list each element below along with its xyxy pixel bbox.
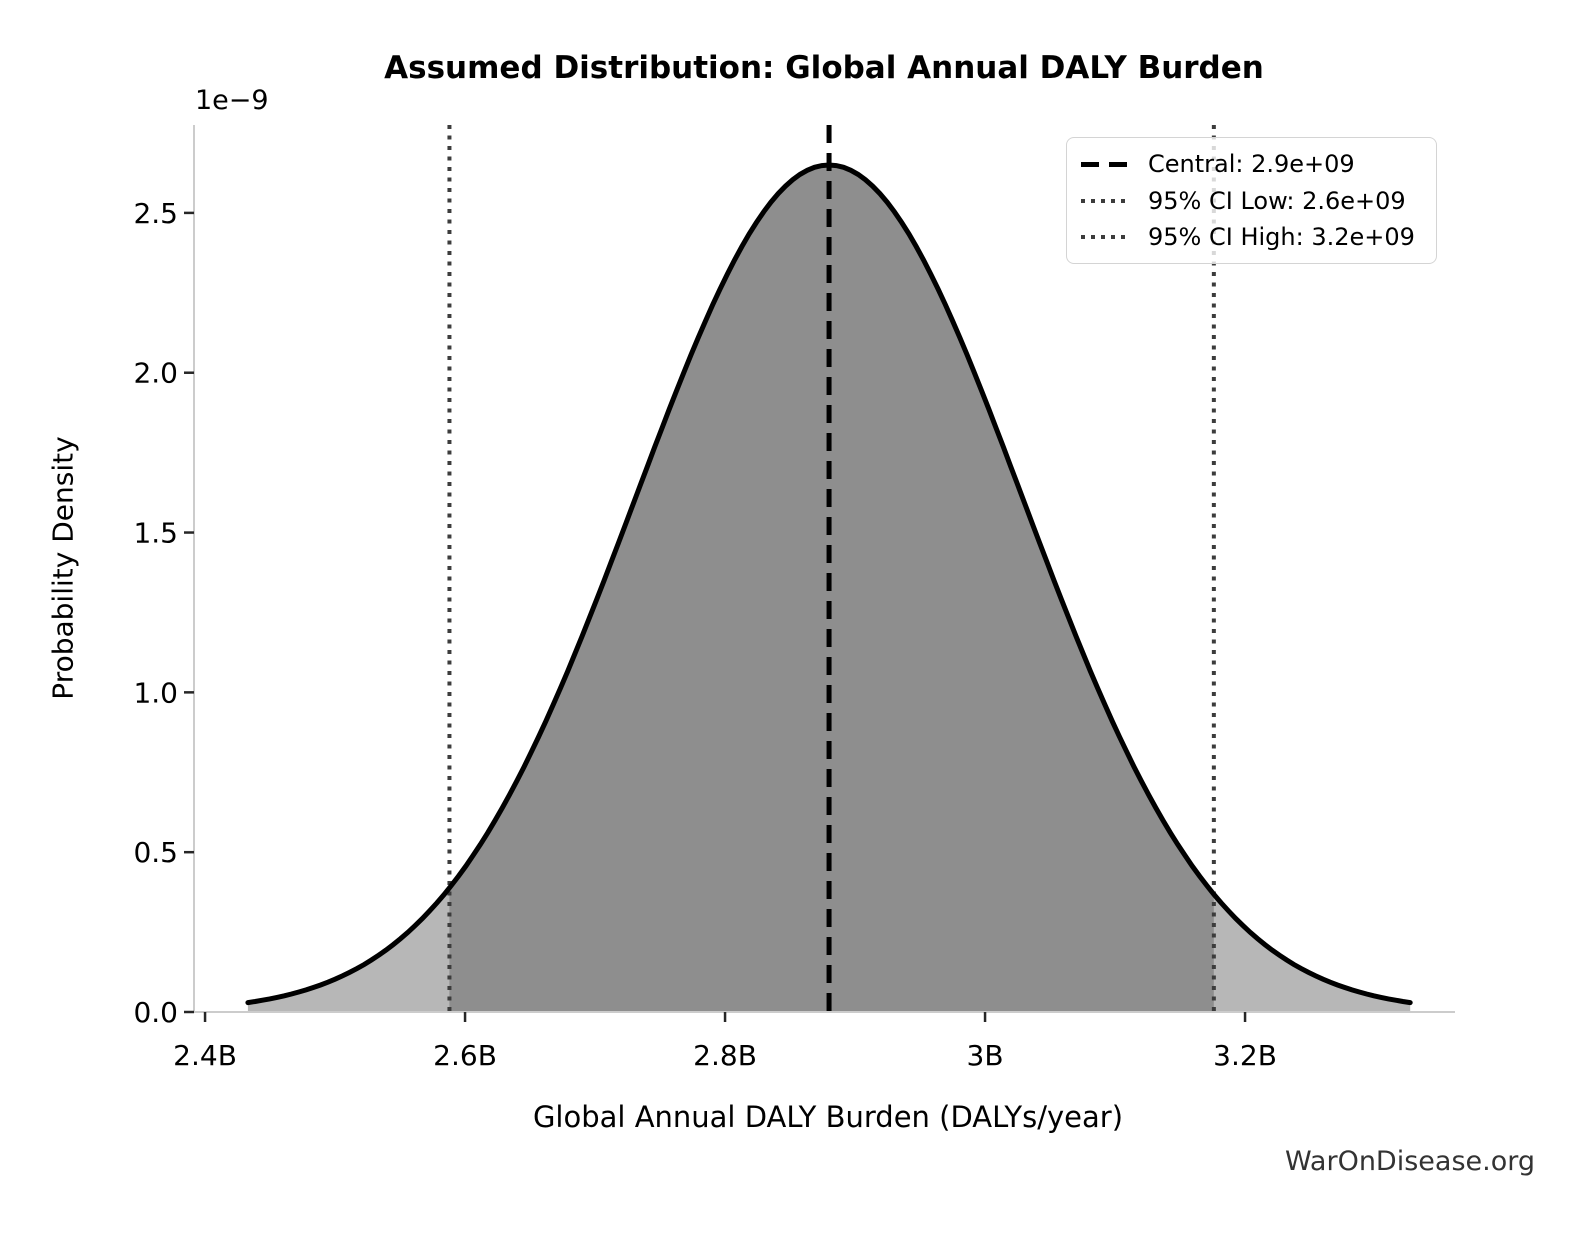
legend-label-ci-low: 95% CI Low: 2.6e+09 bbox=[1148, 186, 1406, 215]
y-tick-label: 1.5 bbox=[133, 517, 178, 550]
watermark-text: WarOnDisease.org bbox=[1284, 1146, 1535, 1177]
y-tick-label: 2.0 bbox=[133, 357, 178, 390]
y-tick-label: 0.5 bbox=[133, 836, 178, 869]
x-tick-label: 2.8B bbox=[693, 1039, 757, 1072]
x-tick-label: 2.6B bbox=[433, 1039, 497, 1072]
legend-label-central: Central: 2.9e+09 bbox=[1148, 150, 1355, 179]
y-tick-label: 1.0 bbox=[133, 676, 178, 709]
dotted-line-icon bbox=[1081, 198, 1131, 203]
legend: Central: 2.9e+09 95% CI Low: 2.6e+09 95%… bbox=[1066, 137, 1437, 264]
dashed-line-icon bbox=[1081, 161, 1131, 167]
legend-row-ci-high: 95% CI High: 3.2e+09 bbox=[1081, 223, 1422, 251]
ci-fill-area bbox=[449, 165, 1214, 1012]
y-tick-label: 2.5 bbox=[133, 197, 178, 230]
y-axis-label: Probability Density bbox=[46, 436, 80, 700]
dotted-line-icon bbox=[1081, 234, 1131, 239]
x-tick-label: 3B bbox=[967, 1039, 1004, 1072]
x-tick-label: 3.2B bbox=[1213, 1039, 1277, 1072]
chart-title: Assumed Distribution: Global Annual DALY… bbox=[384, 50, 1264, 86]
legend-row-ci-low: 95% CI Low: 2.6e+09 bbox=[1081, 187, 1422, 215]
x-tick-label: 2.4B bbox=[173, 1039, 237, 1072]
y-tick-label: 0.0 bbox=[133, 996, 178, 1029]
legend-label-ci-high: 95% CI High: 3.2e+09 bbox=[1148, 222, 1415, 251]
x-axis-label: Global Annual DALY Burden (DALYs/year) bbox=[532, 1100, 1124, 1134]
y-axis-offset-label: 1e−9 bbox=[195, 85, 269, 116]
legend-row-central: Central: 2.9e+09 bbox=[1081, 150, 1422, 178]
